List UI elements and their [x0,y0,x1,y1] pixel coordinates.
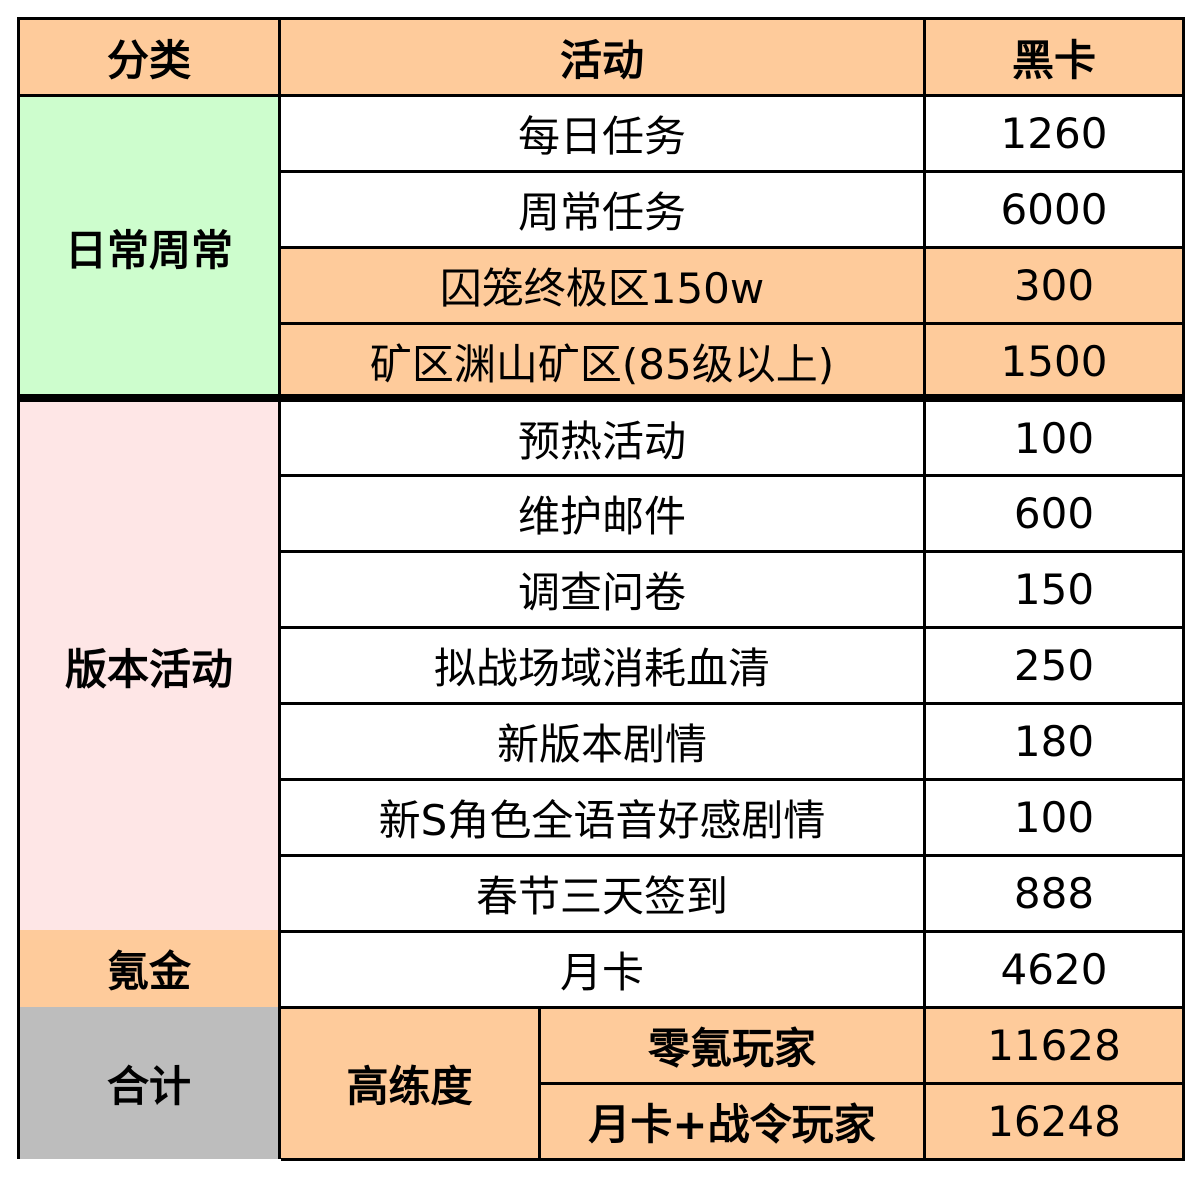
row-value: 888 [926,857,1185,933]
row-activity: 囚笼终极区150w [281,249,926,325]
row-value: 6000 [926,173,1185,249]
total-sub-label: 高练度 [281,1009,541,1161]
row-activity: 月卡 [281,933,926,1009]
row-value: 1500 [926,325,1185,397]
total-label: 月卡+战令玩家 [541,1085,926,1161]
row-value: 300 [926,249,1185,325]
row-activity: 春节三天签到 [281,857,926,933]
row-activity: 每日任务 [281,97,926,173]
row-activity: 拟战场域消耗血清 [281,629,926,705]
group-daily: 日常周常 [20,97,281,397]
row-activity: 矿区渊山矿区(85级以上) [281,325,926,397]
total-value: 11628 [926,1009,1185,1085]
row-value: 4620 [926,933,1185,1009]
row-activity: 新S角色全语音好感剧情 [281,781,926,857]
group-total: 合计 [20,1007,281,1159]
group-paid: 氪金 [20,930,281,1007]
row-value: 1260 [926,97,1185,173]
header-blackcard: 黑卡 [926,20,1185,97]
row-value: 180 [926,705,1185,781]
row-activity: 调查问卷 [281,553,926,629]
table-left-border [17,17,20,1159]
row-value: 100 [926,781,1185,857]
total-value: 16248 [926,1085,1185,1161]
row-value: 600 [926,477,1185,553]
total-label: 零氪玩家 [541,1009,926,1085]
group-version: 版本活动 [20,402,281,930]
row-activity: 预热活动 [281,402,926,477]
row-value: 150 [926,553,1185,629]
section-divider [17,394,1185,402]
table-top-border [17,17,1185,20]
row-value: 250 [926,629,1185,705]
row-value: 100 [926,402,1185,477]
row-activity: 周常任务 [281,173,926,249]
row-activity: 维护邮件 [281,477,926,553]
header-category: 分类 [20,20,281,97]
row-activity: 新版本剧情 [281,705,926,781]
header-activity: 活动 [281,20,926,97]
